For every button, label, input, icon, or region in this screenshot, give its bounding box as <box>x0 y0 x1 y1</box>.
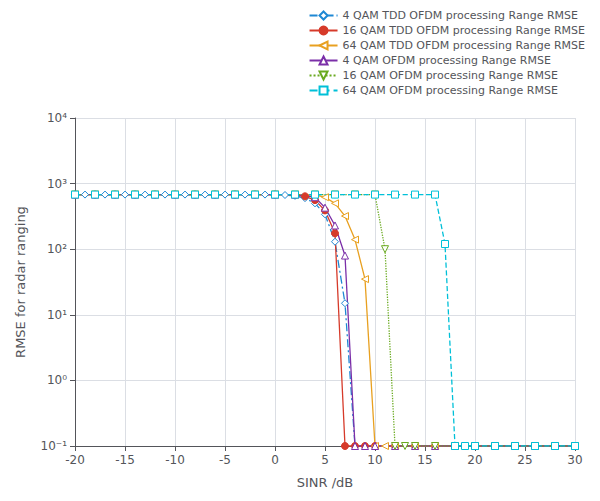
svg-text:10²: 10² <box>47 242 67 256</box>
svg-text:10: 10 <box>367 453 382 467</box>
svg-text:64 QAM OFDM processing Range R: 64 QAM OFDM processing Range RMSE <box>343 84 558 97</box>
svg-text:0: 0 <box>271 453 279 467</box>
svg-text:10³: 10³ <box>47 177 67 191</box>
svg-text:15: 15 <box>417 453 432 467</box>
svg-text:5: 5 <box>321 453 329 467</box>
svg-text:16 QAM OFDM processing Range R: 16 QAM OFDM processing Range RMSE <box>343 69 558 82</box>
svg-text:30: 30 <box>567 453 582 467</box>
svg-text:10⁻¹: 10⁻¹ <box>41 439 68 453</box>
svg-text:10⁴: 10⁴ <box>47 111 67 125</box>
svg-text:-15: -15 <box>115 453 135 467</box>
svg-text:4 QAM OFDM processing Range RM: 4 QAM OFDM processing Range RMSE <box>343 54 551 67</box>
svg-text:-20: -20 <box>65 453 85 467</box>
svg-text:10⁰: 10⁰ <box>47 373 67 387</box>
svg-text:10¹: 10¹ <box>47 308 67 322</box>
svg-text:16 QAM TDD OFDM processing Ran: 16 QAM TDD OFDM processing Range RMSE <box>343 24 586 37</box>
svg-text:-10: -10 <box>165 453 185 467</box>
svg-text:4 QAM TDD OFDM processing Rang: 4 QAM TDD OFDM processing Range RMSE <box>343 9 579 22</box>
svg-text:20: 20 <box>467 453 482 467</box>
svg-text:-5: -5 <box>219 453 231 467</box>
svg-text:SINR /dB: SINR /dB <box>297 475 354 490</box>
svg-text:25: 25 <box>517 453 532 467</box>
svg-text:RMSE for radar ranging: RMSE for radar ranging <box>13 206 28 358</box>
svg-text:64 QAM TDD OFDM processing Ran: 64 QAM TDD OFDM processing Range RMSE <box>343 39 586 52</box>
